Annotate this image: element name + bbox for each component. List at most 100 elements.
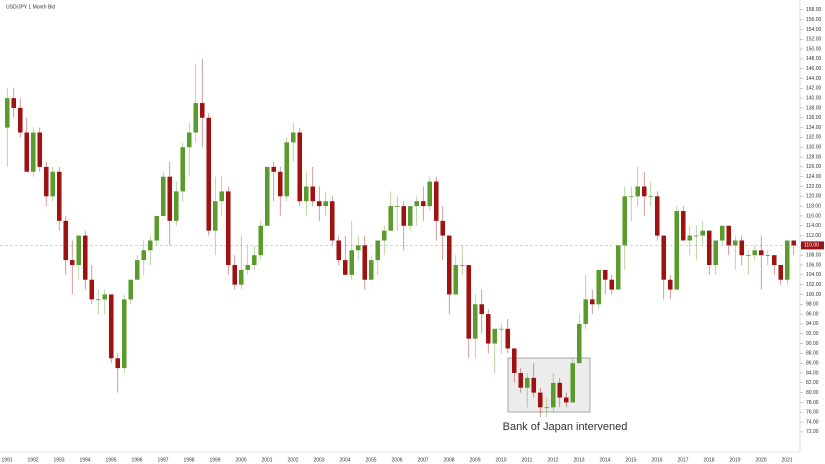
y-tick-label: 106.00 — [806, 262, 822, 268]
x-tick-label: 2017 — [677, 457, 688, 463]
candle-body — [518, 372, 524, 388]
candle-body — [498, 328, 504, 330]
y-tick-label: 152.00 — [806, 37, 822, 43]
candle-body — [17, 107, 23, 133]
x-tick-label: 2004 — [339, 457, 350, 463]
candle-body — [310, 186, 316, 202]
candle-body — [258, 225, 264, 256]
x-tick-label: 1993 — [53, 457, 64, 463]
x-tick-label: 2005 — [365, 457, 376, 463]
x-tick-label: 2003 — [313, 457, 324, 463]
candle-body — [771, 255, 777, 266]
y-tick-label: 112.00 — [806, 233, 821, 239]
y-tick-label: 130.00 — [806, 145, 822, 151]
y-tick-label: 140.00 — [806, 95, 822, 101]
candle-body — [544, 407, 550, 409]
candle-body — [115, 358, 121, 369]
x-tick-label: 2001 — [261, 457, 272, 463]
candle-body — [219, 191, 225, 202]
candle-body — [173, 191, 179, 221]
y-tick-label: 132.00 — [806, 135, 822, 141]
y-tick-label: 156.00 — [806, 17, 822, 23]
candle-body — [550, 382, 556, 408]
candle-body — [69, 260, 75, 266]
annotation: Bank of Japan intervened — [503, 421, 628, 433]
candle-body — [95, 299, 101, 301]
candle-body — [82, 235, 88, 280]
candle-body — [505, 328, 511, 349]
candle-body — [719, 225, 725, 241]
candle-body — [784, 240, 790, 280]
candle-body — [576, 323, 582, 364]
candle-body — [745, 255, 751, 257]
candle-body — [667, 279, 673, 290]
candle-body — [453, 265, 459, 295]
candle-body — [108, 294, 114, 359]
candle-body — [713, 240, 719, 266]
candle-body — [30, 132, 36, 172]
candle-body — [706, 230, 712, 266]
candle-body — [492, 328, 498, 344]
candle-body — [427, 181, 433, 207]
candle-body — [225, 191, 231, 266]
x-tick-label: 1996 — [131, 457, 142, 463]
candle-body — [193, 103, 199, 133]
candle-body — [680, 211, 686, 241]
candle-body — [765, 255, 771, 257]
y-tick-label: 96.00 — [806, 311, 819, 317]
candle-body — [563, 397, 569, 403]
y-tick-label: 88.00 — [806, 351, 819, 357]
candle-body — [297, 132, 303, 202]
candle-body — [37, 132, 43, 167]
chart-title: USD/JPY 1 Month Bid — [6, 4, 55, 10]
candle-body — [232, 265, 238, 285]
y-tick-label: 74.00 — [806, 419, 819, 425]
y-tick-label: 148.00 — [806, 56, 822, 62]
y-tick-label: 72.00 — [806, 429, 819, 435]
y-tick-label: 126.00 — [806, 164, 822, 170]
y-tick-label: 154.00 — [806, 27, 822, 33]
y-tick-label: 122.00 — [806, 184, 822, 190]
y-tick-label: 78.00 — [806, 400, 819, 406]
candle-body — [245, 265, 251, 270]
x-tick-label: 1994 — [79, 457, 90, 463]
candle-body — [160, 176, 166, 216]
candle-body — [89, 279, 95, 300]
candle-body — [700, 230, 706, 236]
y-tick-label: 102.00 — [806, 282, 822, 288]
candle-body — [433, 181, 439, 221]
x-tick-label: 1991 — [1, 457, 12, 463]
y-tick-label: 142.00 — [806, 86, 822, 92]
y-tick-label: 128.00 — [806, 154, 822, 160]
y-tick-label: 84.00 — [806, 370, 819, 376]
y-tick-label: 124.00 — [806, 174, 822, 180]
candle-body — [349, 250, 355, 275]
y-tick-label: 94.00 — [806, 321, 819, 327]
x-tick-label: 1992 — [27, 457, 38, 463]
y-tick-label: 118.00 — [806, 203, 821, 209]
candle-body — [589, 299, 595, 305]
candle-body — [212, 201, 218, 231]
x-tick-label: 2010 — [495, 457, 506, 463]
x-tick-label: 2019 — [729, 457, 740, 463]
y-tick-label: 134.00 — [806, 125, 822, 131]
candle-body — [50, 171, 56, 197]
candle-body — [381, 230, 387, 241]
candle-body — [342, 260, 348, 275]
candle-body — [661, 235, 667, 280]
candle-body — [778, 265, 784, 280]
candle-body — [609, 279, 615, 290]
candle-body — [186, 132, 192, 148]
candle-body — [303, 186, 309, 202]
y-tick-label: 144.00 — [806, 76, 822, 82]
candle-body — [414, 201, 420, 207]
candle-body — [56, 171, 62, 221]
candle-body — [557, 382, 563, 398]
candle-body — [511, 348, 517, 373]
candle-body — [154, 215, 160, 241]
candle-body — [674, 211, 680, 290]
candle-body — [758, 250, 764, 256]
candle-body — [472, 304, 478, 339]
x-tick-label: 2014 — [599, 457, 610, 463]
